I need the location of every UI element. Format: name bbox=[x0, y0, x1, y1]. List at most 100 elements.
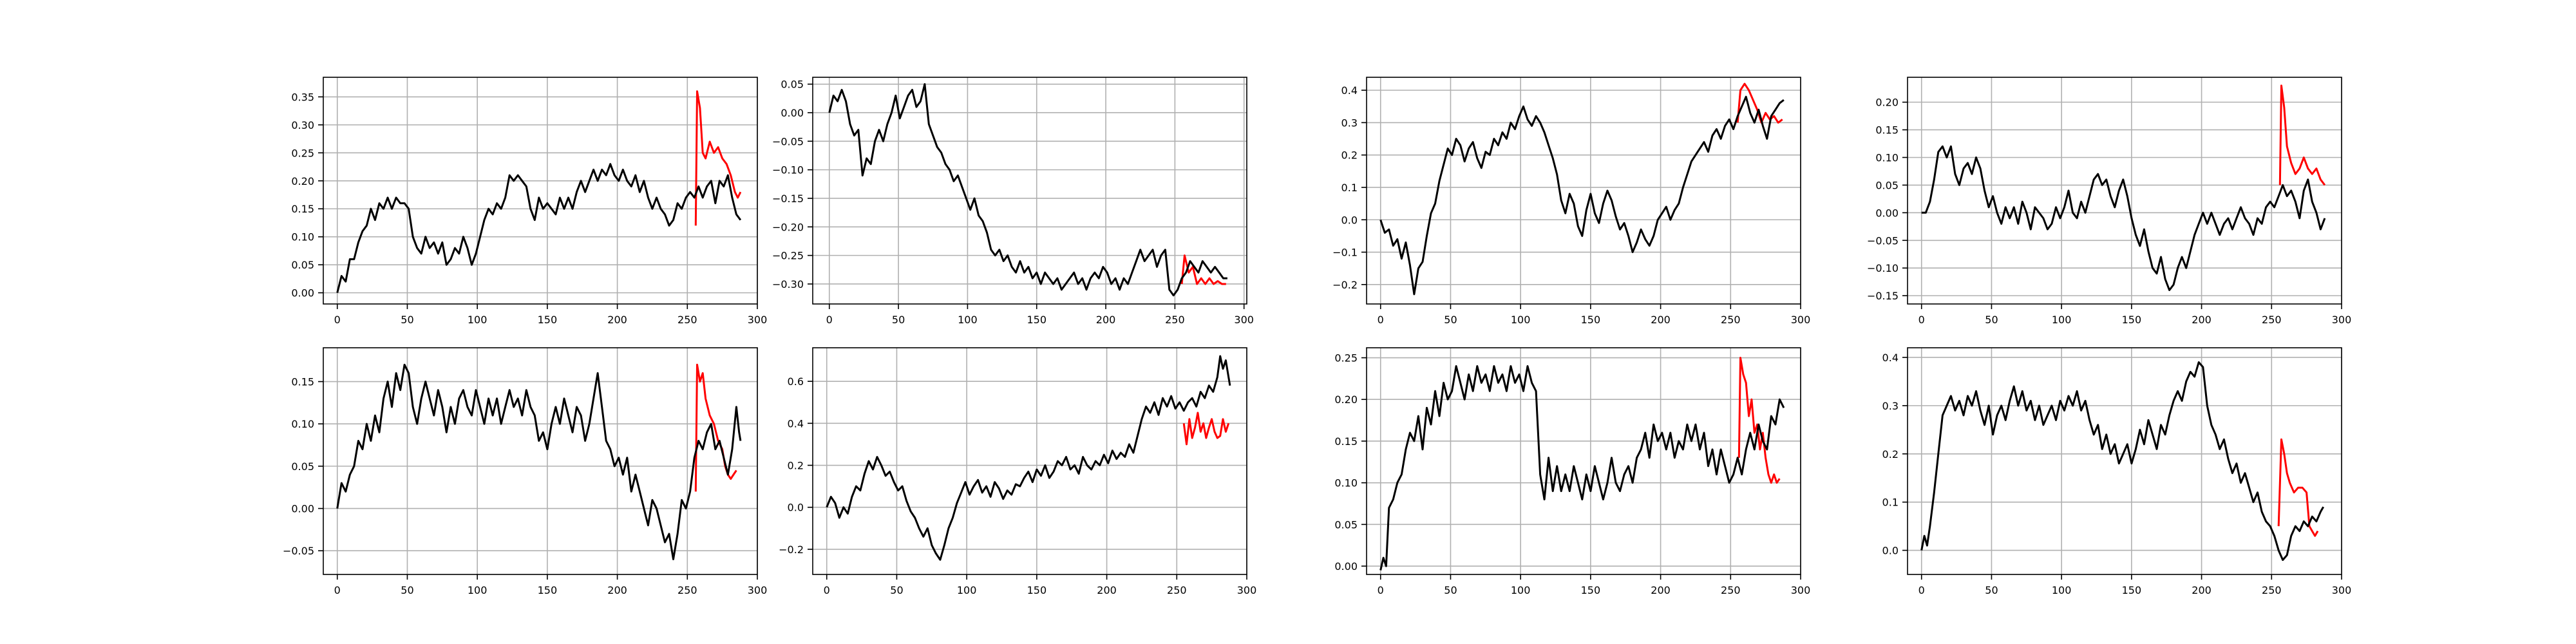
y-tick-label: 0.15 bbox=[1334, 435, 1358, 448]
y-tick-label: 0.0 bbox=[1882, 545, 1899, 557]
x-tick-label: 100 bbox=[468, 314, 488, 326]
series-line-red bbox=[2278, 84, 2326, 186]
y-tick-label: 0.0 bbox=[1341, 214, 1358, 226]
y-tick-label: 0.30 bbox=[291, 119, 314, 131]
x-tick-label: 150 bbox=[2122, 584, 2142, 596]
y-tick-label: 0.25 bbox=[1334, 352, 1358, 365]
plot-frame bbox=[1366, 77, 1801, 305]
series-line-red bbox=[694, 363, 737, 492]
subplot-6: 0 50 100 150 200 250 300 0.6 0.4 0.2 0.0 −0.2 bbox=[779, 347, 1256, 596]
y-tick-label: 0.00 bbox=[1875, 207, 1899, 219]
x-tick-label: 100 bbox=[1511, 314, 1531, 326]
x-tick-label: 150 bbox=[2122, 314, 2142, 326]
series-line-black bbox=[1921, 145, 2326, 291]
x-tick-label: 0 bbox=[1918, 314, 1925, 326]
series-line-red bbox=[1738, 357, 1781, 484]
series-line-black bbox=[336, 163, 742, 293]
y-tick-label: 0.05 bbox=[1875, 179, 1899, 191]
plot-frame bbox=[812, 77, 1247, 305]
y-tick-label: 0.25 bbox=[291, 147, 314, 159]
y-tick-label: 0.6 bbox=[788, 375, 804, 388]
y-tick-label: 0.00 bbox=[291, 287, 314, 299]
y-tick-label: 0.3 bbox=[1882, 400, 1899, 412]
x-tick-label: 300 bbox=[1234, 314, 1254, 326]
x-tick-label: 250 bbox=[2262, 584, 2282, 596]
series-line-black bbox=[1379, 95, 1785, 296]
series-line-black bbox=[1920, 361, 2325, 561]
x-tick-label: 50 bbox=[1444, 314, 1457, 326]
x-tick-label: 50 bbox=[1985, 584, 1998, 596]
y-tick-label: −0.2 bbox=[1332, 279, 1358, 291]
x-tick-label: 50 bbox=[1985, 314, 1998, 326]
y-tick-label: −0.15 bbox=[1867, 290, 1899, 302]
y-tick-label: 0.10 bbox=[291, 231, 314, 243]
x-tick-label: 150 bbox=[538, 314, 558, 326]
y-tick-label: 0.35 bbox=[291, 91, 314, 103]
x-tick-label: 300 bbox=[748, 314, 768, 326]
subplot-8: 0 50 100 150 200 250 300 0.4 0.3 0.2 0.1 0.0 bbox=[1882, 347, 2352, 596]
y-tick-label: 0.20 bbox=[1875, 97, 1899, 109]
x-tick-label: 150 bbox=[1027, 584, 1047, 596]
y-tick-label: 0.1 bbox=[1341, 182, 1358, 194]
x-tick-label: 0 bbox=[334, 314, 341, 326]
x-tick-label: 0 bbox=[824, 584, 830, 596]
x-tick-label: 50 bbox=[892, 314, 905, 326]
y-tick-label: 0.2 bbox=[788, 460, 804, 472]
x-tick-label: 200 bbox=[1651, 314, 1671, 326]
x-tick-label: 300 bbox=[748, 584, 768, 596]
y-tick-label: 0.2 bbox=[1882, 448, 1899, 460]
y-tick-label: −0.05 bbox=[283, 545, 314, 557]
series-line-black bbox=[828, 83, 1227, 297]
y-tick-label: −0.10 bbox=[772, 164, 804, 176]
y-tick-label: −0.20 bbox=[772, 221, 804, 233]
y-tick-label: 0.00 bbox=[781, 107, 804, 119]
subplot-7: 0 50 100 150 200 250 300 0.25 0.20 0.15 0.10 0.05 0.… bbox=[1334, 347, 1810, 596]
x-tick-label: 50 bbox=[1444, 584, 1457, 596]
y-tick-label: 0.4 bbox=[1882, 352, 1899, 364]
subplot-4: 0 50 100 150 200 250 300 0.20 0.15 0.10 0.05 0.00 −0… bbox=[1867, 77, 2351, 326]
x-tick-label: 300 bbox=[2332, 584, 2352, 596]
y-tick-label: 0.05 bbox=[291, 259, 314, 271]
x-tick-label: 250 bbox=[1721, 314, 1741, 326]
x-tick-label: 300 bbox=[1791, 314, 1811, 326]
y-tick-label: 0.05 bbox=[781, 79, 804, 91]
y-tick-label: 0.05 bbox=[291, 460, 314, 473]
subplot-1: 0 50 100 150 200 250 300 0.00 0.05 0.10 0.15 0.20 0.… bbox=[291, 77, 767, 326]
y-tick-label: 0.0 bbox=[788, 502, 804, 514]
series-line-black bbox=[336, 363, 742, 560]
y-tick-label: −0.2 bbox=[779, 544, 804, 556]
x-tick-label: 200 bbox=[1097, 584, 1117, 596]
y-tick-label: 0.20 bbox=[1334, 393, 1358, 406]
x-tick-label: 0 bbox=[1918, 584, 1925, 596]
plot-frame bbox=[323, 347, 758, 575]
y-tick-label: −0.05 bbox=[1867, 234, 1899, 247]
y-tick-label: 0.2 bbox=[1341, 149, 1358, 162]
x-tick-label: 250 bbox=[1165, 314, 1185, 326]
plot-frame bbox=[1907, 77, 2342, 305]
x-tick-label: 250 bbox=[677, 584, 697, 596]
y-tick-label: 0.3 bbox=[1341, 117, 1358, 129]
y-tick-label: −0.1 bbox=[1332, 247, 1358, 259]
y-tick-label: 0.10 bbox=[1334, 477, 1358, 489]
x-tick-label: 150 bbox=[1581, 584, 1601, 596]
plot-frame bbox=[323, 77, 758, 305]
x-tick-label: 250 bbox=[2262, 314, 2282, 326]
x-tick-label: 200 bbox=[2192, 584, 2211, 596]
y-tick-label: −0.25 bbox=[772, 250, 804, 262]
plot-frame bbox=[1907, 347, 2342, 575]
x-tick-label: 50 bbox=[401, 584, 413, 596]
x-tick-label: 0 bbox=[1378, 584, 1384, 596]
x-tick-label: 150 bbox=[538, 584, 558, 596]
x-tick-label: 100 bbox=[1511, 584, 1531, 596]
y-tick-label: 0.05 bbox=[1334, 518, 1358, 531]
x-tick-label: 100 bbox=[957, 584, 977, 596]
x-tick-label: 200 bbox=[607, 314, 627, 326]
x-tick-label: 150 bbox=[1581, 314, 1601, 326]
x-tick-label: 200 bbox=[1096, 314, 1116, 326]
plot-frame bbox=[812, 347, 1247, 575]
y-tick-label: −0.30 bbox=[772, 278, 804, 290]
x-tick-label: 150 bbox=[1027, 314, 1046, 326]
y-tick-label: 0.10 bbox=[1875, 151, 1899, 164]
